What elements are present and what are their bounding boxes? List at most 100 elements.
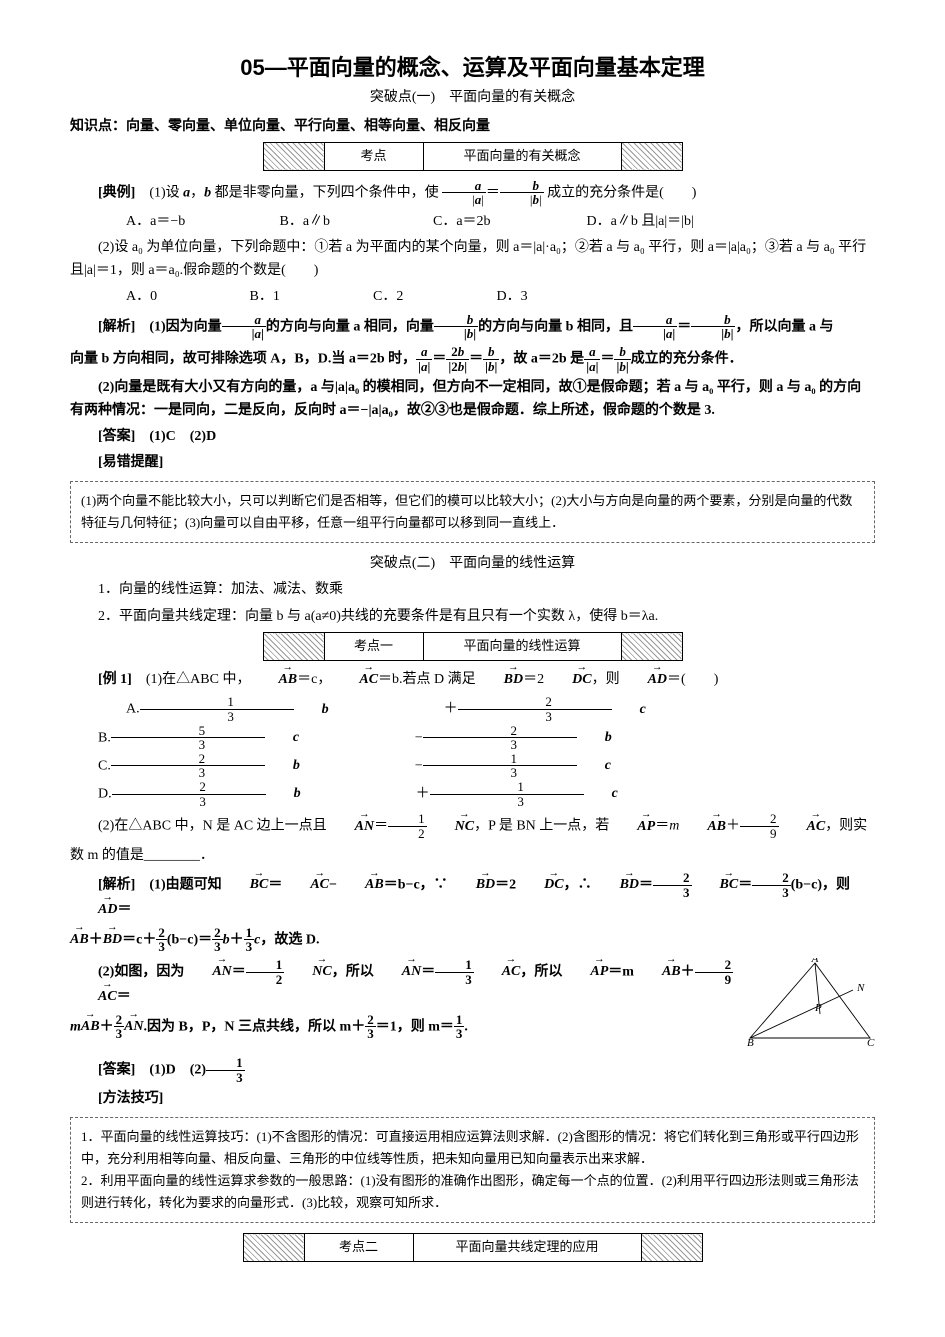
svg-text:A: A [811, 958, 819, 965]
s2q1c: ＝b.若点 D 满足 [378, 672, 476, 687]
svg-text:N: N [856, 982, 865, 994]
banner2-hatch-right [621, 633, 682, 661]
a1p2c: 成立的充分条件． [631, 351, 743, 366]
svg-text:C: C [867, 1037, 875, 1048]
frac-b-over-b: b|b| [500, 179, 544, 207]
s2q1d: ＝2 [523, 672, 544, 687]
s2q2a: (2)在△ABC 中，N 是 AC 边上一点且 [98, 819, 327, 834]
s2q2c: ，则实 [825, 819, 867, 834]
analysis-2: (2)向量是既有大小又有方向的量，a 与|a|a₀ 的模相同，但方向不一定相同，… [70, 377, 875, 422]
s2a2g: ＝1，则 m＝ [376, 1019, 454, 1034]
answer-1: [答案] (1)C (2)D [70, 426, 875, 448]
method-label: [方法技巧] [70, 1088, 875, 1110]
banner-right-cell: 平面向量的有关概念 [423, 142, 621, 170]
a1p1c: 的方向与向量 b 相同，且 [478, 319, 633, 334]
s2-pt1: 1．向量的线性运算：加法、减法、数乘 [70, 579, 875, 601]
a1p1d: ，所以向量 a 与 [735, 319, 833, 334]
s2q1-opt-c: C.23b−13c [70, 752, 727, 780]
q1a: (1)设 [149, 185, 183, 200]
analysis-1: [解析] (1)因为向量a|a|的方向与向量 a 相同，向量b|b|的方向与向量… [70, 313, 875, 341]
section1-subtitle: 突破点(一) 平面向量的有关概念 [70, 87, 875, 109]
s2q1-opt-b: B.53c−23b [70, 724, 727, 752]
page-title: 05—平面向量的概念、运算及平面向量基本定理 [70, 50, 875, 85]
s2q1a: (1)在△ABC 中， [146, 672, 251, 687]
s2-q1-options: A.13b＋23c B.53c−23b C.23b−13c D.23b＋13c [70, 695, 875, 808]
q1-opt-a: A．a＝−b [98, 211, 248, 233]
s2a1b: ＝b−c，∵ [384, 877, 448, 892]
example1-q2: (2)设 a₀ 为单位向量，下列命题中：①若 a 为平面内的某个向量，则 a＝|… [70, 237, 875, 282]
q1b: ， [190, 185, 204, 200]
s2a2b: ，所以 [332, 964, 374, 979]
q2-opt-c: C．2 [345, 286, 465, 308]
analysis-label: [解析] [98, 319, 135, 334]
example2-q1: [例 1] (1)在△ABC 中，AB＝c，AC＝b.若点 D 满足BD＝2DC… [70, 669, 875, 691]
banner3-hatch-right [641, 1234, 702, 1262]
example1-q1: [典例] (1)设 a，b 都是非零向量，下列四个条件中，使 a|a|＝b|b|… [70, 179, 875, 207]
q1d: 成立的充分条件是( ) [547, 185, 696, 200]
s2a1c: ＝2 [495, 877, 516, 892]
s2a1g: (b−c)＝ [167, 932, 212, 947]
example2-q2b: 数 m 的值是________． [70, 845, 875, 867]
answer2-label: [答案] [98, 1062, 135, 1077]
s2a1h: ，故选 D. [260, 932, 319, 947]
method-box: 1．平面向量的线性运算技巧：(1)不含图形的情况：可直接运用相应运算法则求解．(… [70, 1117, 875, 1223]
example-label: [典例] [98, 185, 135, 200]
section2-subtitle: 突破点(二) 平面向量的线性运算 [70, 553, 875, 575]
q1-opt-c: C．a＝2b [405, 211, 555, 233]
s2q1f: ＝( ) [667, 672, 718, 687]
example2-label: [例 1] [98, 672, 132, 687]
s2q2b: ，P 是 BN 上一点，若 [474, 819, 609, 834]
s2q1e: ，则 [592, 672, 620, 687]
s2a1f: ＝c＋ [122, 932, 156, 947]
analysis2-p1: [解析] (1)由题可知BC＝AC−AB＝b−c，∵BD＝2DC，∴BD＝23B… [70, 871, 875, 922]
banner-hatch-right [621, 142, 682, 170]
banner-hatch-left [263, 142, 324, 170]
tip-box-1: (1)两个向量不能比较大小，只可以判断它们是否相等，但它们的模可以比较大小；(2… [70, 481, 875, 543]
s2a2c: ，所以 [520, 964, 562, 979]
topic-banner-1: 考点 平面向量的有关概念 [263, 142, 683, 171]
answer-label: [答案] [98, 429, 135, 444]
analysis-1-p2: 向量 b 方向相同，故可排除选项 A，B，D.当 a＝2b 时，a|a|＝2b|… [70, 345, 875, 373]
triangle-diagram: A B C N P [745, 958, 875, 1048]
s2q1-opt-d: D.23b＋13c [70, 780, 734, 808]
answer-text: (1)C (2)D [149, 429, 216, 444]
svg-text:P: P [814, 1002, 822, 1014]
q2-options: A．0 B．1 C．2 D．3 [70, 286, 875, 308]
banner2-right-cell: 平面向量的线性运算 [423, 633, 621, 661]
s2a2d: ＝m [608, 964, 634, 979]
a1p1b: 的方向与向量 a 相同，向量 [266, 319, 434, 334]
q2-opt-b: B．1 [222, 286, 342, 308]
tip-label: [易错提醒] [70, 452, 875, 474]
banner-left-cell: 考点 [324, 142, 423, 170]
frac-a-over-a: a|a| [442, 179, 486, 207]
s2a1d: ，∴ [564, 877, 592, 892]
a1p2a: 向量 b 方向相同，故可排除选项 A，B，D.当 a＝2b 时， [70, 351, 416, 366]
s2q1b: ＝c， [297, 672, 331, 687]
banner3-hatch-left [243, 1234, 304, 1262]
analysis2-p1b: AB＋BD＝c＋23(b−c)＝23b＋13c，故选 D. [70, 926, 875, 954]
knowledge-points: 知识点：向量、零向量、单位向量、平行向量、相等向量、相反向量 [70, 114, 875, 136]
example2-q2: (2)在△ABC 中，N 是 AC 边上一点且AN＝12NC，P 是 BN 上一… [70, 812, 875, 840]
answer-2: [答案] (1)D (2)13 [70, 1056, 875, 1084]
q1c: 都是非零向量，下列四个条件中，使 [211, 185, 439, 200]
q1-opt-d: D．a∥b 且|a|＝|b| [559, 211, 709, 233]
q1-opt-b: B．a∥b [252, 211, 402, 233]
answer2-text: (1)D (2) [149, 1062, 206, 1077]
q2-opt-d: D．3 [469, 286, 589, 308]
svg-text:B: B [747, 1037, 754, 1048]
a1p1a: (1)因为向量 [149, 319, 221, 334]
banner3-right-cell: 平面向量共线定理的应用 [413, 1234, 641, 1262]
a1p2b: ，故 a＝2b 是 [499, 351, 584, 366]
q1-options: A．a＝−b B．a∥b C．a＝2b D．a∥b 且|a|＝|b| [70, 211, 875, 233]
topic-banner-3: 考点二 平面向量共线定理的应用 [243, 1233, 703, 1262]
s2q1-opt-a: A.13b＋23c [98, 695, 762, 723]
q2-opt-a: A．0 [98, 286, 218, 308]
banner2-left-cell: 考点一 [324, 633, 423, 661]
banner3-left-cell: 考点二 [304, 1234, 413, 1262]
s2a2f: .因为 B，P，N 三点共线，所以 m＋ [144, 1019, 366, 1034]
topic-banner-2: 考点一 平面向量的线性运算 [263, 632, 683, 661]
s2-pt2: 2．平面向量共线定理：向量 b 与 a(a≠0)共线的充要条件是有且只有一个实数… [70, 606, 875, 628]
banner2-hatch-left [263, 633, 324, 661]
s2a1e: (b−c)，则 [791, 877, 850, 892]
s2a1a: (1)由题可知 [149, 877, 221, 892]
